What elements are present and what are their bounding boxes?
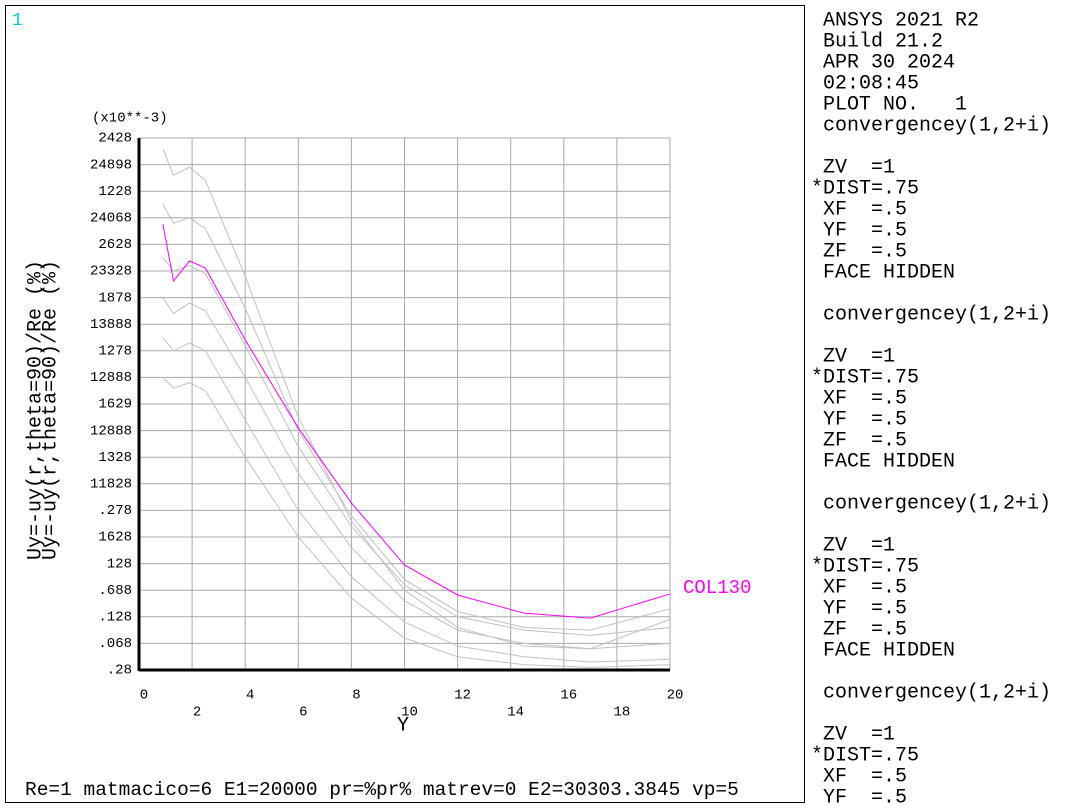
- x-tick-label: 2: [193, 705, 201, 721]
- info-line: YF =.5: [823, 219, 907, 242]
- y-tick-label: 24068: [90, 211, 132, 227]
- x-axis-label: Y: [397, 714, 409, 737]
- info-line: convergencey(1,2+i): [823, 114, 1051, 137]
- y-tick-label: 1278: [98, 344, 132, 360]
- data-line: [162, 223, 671, 619]
- info-line: *DIST=.75: [811, 744, 919, 767]
- info-line: YF =.5: [823, 597, 907, 620]
- y-tick-label: .688: [98, 583, 132, 599]
- y-tick-label: 1228: [98, 184, 132, 200]
- info-line: convergencey(1,2+i): [823, 303, 1051, 326]
- info-line: ZV =1: [823, 534, 895, 557]
- viewport-frame: [5, 5, 805, 803]
- x-tick-label: 20: [667, 688, 684, 704]
- info-line: ZF =.5: [823, 240, 907, 263]
- caption: Re=1 matmacico=6 E1=20000 pr=%pr% matrev…: [25, 779, 739, 801]
- x-tick-label: 0: [140, 688, 148, 704]
- y-tick-label: 12888: [90, 370, 132, 386]
- info-line: ZF =.5: [823, 429, 907, 452]
- y-tick-label: .128: [98, 610, 132, 626]
- info-line: PLOT NO. 1: [823, 93, 967, 116]
- x-tick-label: 16: [560, 688, 577, 704]
- info-line: FACE HIDDEN: [823, 639, 955, 662]
- y-tick-label: 13888: [90, 317, 132, 333]
- info-line: YF =.5: [823, 786, 907, 809]
- y-tick-label: 1629: [98, 397, 132, 413]
- x-tick-label: 14: [507, 705, 524, 721]
- data-line: [162, 337, 671, 663]
- data-line: [162, 204, 671, 631]
- y-axis-label: Uy=-uy(r,theta=90)/Re (%): [39, 260, 62, 560]
- info-line: XF =.5: [823, 576, 907, 599]
- y-tick-label: .068: [98, 636, 132, 652]
- data-line: [162, 148, 671, 650]
- x-tick-label: 12: [454, 688, 471, 704]
- x-tick-label: 4: [246, 688, 254, 704]
- info-line: ZV =1: [823, 156, 895, 179]
- x-tick-label: 10: [401, 705, 418, 721]
- y-tick-label: 1878: [98, 290, 132, 306]
- y-tick-label: 23328: [90, 264, 132, 280]
- viewport-number: 1: [12, 11, 23, 31]
- y-tick-label: 12888: [90, 423, 132, 439]
- info-line: FACE HIDDEN: [823, 261, 955, 284]
- info-line: 02:08:45: [823, 72, 919, 95]
- info-line: convergencey(1,2+i): [823, 681, 1051, 704]
- data-line: [162, 297, 671, 650]
- info-line: YF =.5: [823, 408, 907, 431]
- info-line: ZF =.5: [823, 618, 907, 641]
- y-tick-label: 24898: [90, 157, 132, 173]
- y-tick-label: 2428: [98, 131, 132, 147]
- info-line: XF =.5: [823, 198, 907, 221]
- y-axis-label: Uy=-uy(r,theta=90)/Re (%): [24, 260, 47, 560]
- y-tick-label: 1628: [98, 530, 132, 546]
- x-tick-label: 6: [299, 705, 307, 721]
- info-line: *DIST=.75: [811, 366, 919, 389]
- info-line: FACE HIDDEN: [823, 450, 955, 473]
- x-tick-label: 8: [352, 688, 360, 704]
- y-tick-label: 128: [107, 556, 132, 572]
- y-tick-label: 11828: [90, 477, 132, 493]
- y-tick-label: .28: [107, 663, 132, 679]
- info-line: ZV =1: [823, 723, 895, 746]
- info-line: XF =.5: [823, 765, 907, 788]
- data-line: [162, 257, 671, 636]
- info-line: *DIST=.75: [811, 177, 919, 200]
- info-line: Build 21.2: [823, 30, 943, 53]
- y-tick-label: 1328: [98, 450, 132, 466]
- info-line: *DIST=.75: [811, 555, 919, 578]
- info-line: ZV =1: [823, 345, 895, 368]
- y-tick-label: 2628: [98, 237, 132, 253]
- info-line: XF =.5: [823, 387, 907, 410]
- info-line: ANSYS 2021 R2: [823, 9, 979, 32]
- x-tick-label: 18: [613, 705, 630, 721]
- y-multiplier: (x10**-3): [92, 111, 168, 127]
- data-line: [162, 377, 671, 668]
- y-tick-label: .278: [98, 503, 132, 519]
- legend-label: COL130: [683, 577, 751, 599]
- info-line: convergencey(1,2+i): [823, 492, 1051, 515]
- info-line: APR 30 2024: [823, 51, 955, 74]
